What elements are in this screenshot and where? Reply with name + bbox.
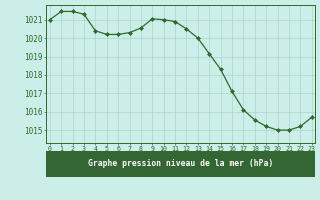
Text: Graphe pression niveau de la mer (hPa): Graphe pression niveau de la mer (hPa) — [88, 160, 273, 168]
